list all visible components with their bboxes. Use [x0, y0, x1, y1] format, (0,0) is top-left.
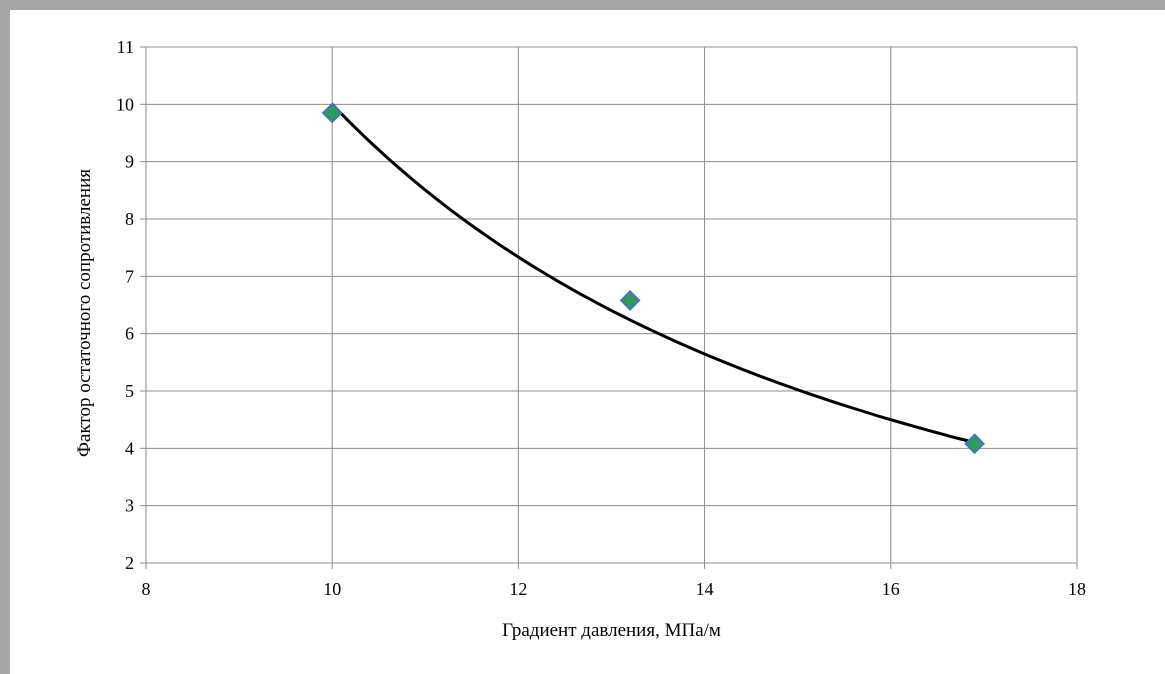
- y-tick-label: 10: [116, 94, 134, 114]
- y-tick-label: 6: [125, 324, 134, 344]
- y-tick-label: 3: [125, 496, 134, 516]
- x-axis-label: Градиент давления, МПа/м: [502, 620, 721, 641]
- x-tick-label: 14: [696, 579, 714, 599]
- y-axis-label: Фактор остаточного сопротивления: [74, 169, 95, 457]
- data-point-marker: [619, 289, 641, 311]
- data-point-marker: [321, 102, 343, 124]
- x-tick-labels: 8 10 12 14 16 18: [142, 579, 1087, 599]
- x-tick-label: 10: [323, 579, 341, 599]
- y-tick-label: 9: [125, 152, 134, 172]
- x-tick-label: 18: [1068, 579, 1086, 599]
- data-points: [321, 102, 986, 455]
- grid: [140, 46, 1078, 569]
- y-tick-label: 8: [125, 209, 134, 229]
- y-tick-label: 11: [117, 37, 134, 57]
- x-tick-label: 16: [882, 579, 900, 599]
- trendline: [331, 103, 975, 445]
- y-tick-labels: 2 3 4 5 6 7 8 9 10 11: [116, 37, 134, 573]
- y-tick-label: 5: [125, 381, 134, 401]
- y-tick-label: 2: [125, 553, 134, 573]
- y-tick-label: 7: [125, 266, 134, 286]
- y-tick-label: 4: [125, 438, 134, 458]
- x-tick-label: 12: [509, 579, 527, 599]
- x-tick-label: 8: [142, 579, 151, 599]
- data-point-marker: [964, 433, 986, 455]
